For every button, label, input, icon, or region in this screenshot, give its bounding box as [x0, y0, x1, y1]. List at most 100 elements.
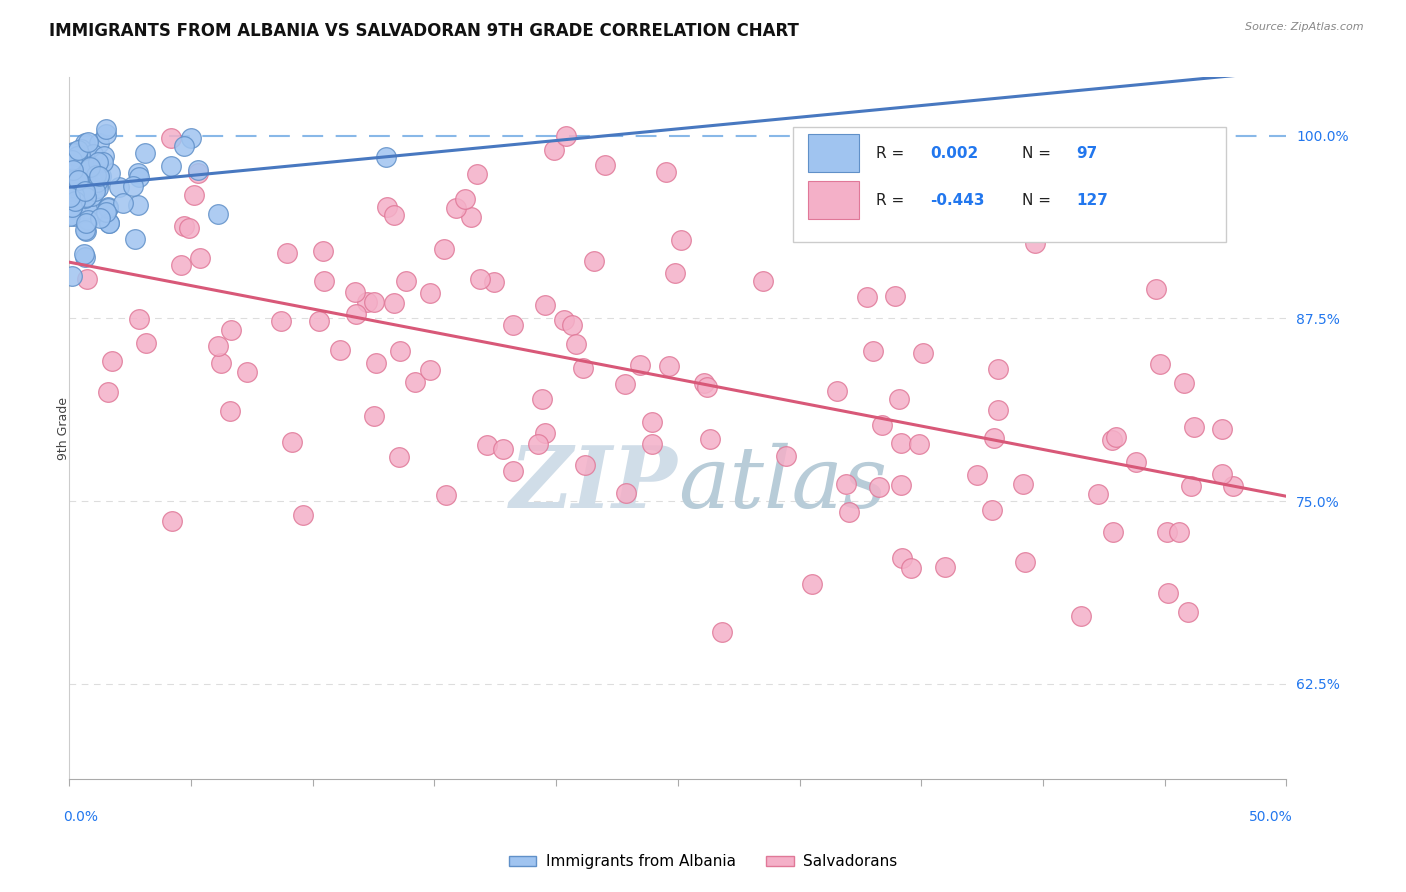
Point — [75, 251, 97, 265]
Point — [382, 295, 405, 310]
Point — [59, 190, 82, 204]
Point — [1167, 525, 1189, 540]
Point — [484, 275, 506, 289]
Point — [76, 168, 98, 182]
Text: atlas: atlas — [678, 442, 887, 525]
Point — [1222, 479, 1244, 493]
Point — [63, 173, 86, 187]
Point — [884, 289, 907, 303]
Point — [63, 193, 86, 207]
Point — [122, 178, 145, 193]
Point — [1014, 556, 1036, 570]
Point — [966, 468, 988, 483]
Point — [236, 365, 259, 379]
Point — [63, 194, 86, 209]
Point — [382, 208, 405, 222]
Point — [96, 200, 118, 214]
Point — [825, 384, 848, 398]
Text: N =: N = — [1022, 193, 1056, 208]
Point — [404, 375, 426, 389]
Point — [60, 200, 83, 214]
Point — [207, 207, 229, 221]
Point — [329, 343, 352, 358]
Point — [75, 136, 97, 150]
Point — [502, 318, 524, 332]
Point — [1156, 524, 1178, 539]
Point — [79, 160, 101, 174]
Point — [70, 143, 93, 157]
Point — [986, 362, 1008, 376]
Point — [69, 165, 91, 179]
Point — [593, 158, 616, 172]
Point — [134, 145, 156, 160]
Point — [775, 449, 797, 463]
Text: R =: R = — [876, 193, 910, 208]
Point — [475, 437, 498, 451]
Point — [124, 232, 146, 246]
Point — [911, 346, 934, 360]
Point — [582, 254, 605, 268]
Text: -0.443: -0.443 — [929, 193, 984, 208]
Point — [1024, 235, 1046, 250]
Text: 0.002: 0.002 — [929, 145, 979, 161]
Point — [364, 356, 387, 370]
Point — [84, 184, 107, 198]
Point — [70, 165, 93, 179]
Point — [395, 274, 418, 288]
Point — [1125, 455, 1147, 469]
Point — [80, 196, 103, 211]
Point — [96, 205, 118, 219]
Point — [614, 486, 637, 500]
Text: 50.0%: 50.0% — [1249, 810, 1292, 824]
Text: Source: ZipAtlas.com: Source: ZipAtlas.com — [1246, 22, 1364, 32]
Point — [434, 488, 457, 502]
Point — [1211, 422, 1233, 436]
Point — [128, 170, 150, 185]
Point — [89, 211, 111, 225]
Point — [838, 505, 860, 519]
Point — [887, 392, 910, 407]
Point — [270, 314, 292, 328]
Point — [543, 143, 565, 157]
Point — [1070, 609, 1092, 624]
Point — [388, 450, 411, 465]
Point — [97, 216, 120, 230]
Point — [69, 148, 91, 162]
Point — [70, 142, 93, 156]
Point — [855, 290, 877, 304]
Point — [60, 153, 83, 167]
Point — [66, 178, 89, 192]
Point — [86, 175, 108, 189]
Point — [655, 165, 678, 179]
Point — [62, 162, 84, 177]
Y-axis label: 9th Grade: 9th Grade — [58, 397, 70, 459]
Point — [94, 127, 117, 141]
Point — [460, 210, 482, 224]
Point — [671, 233, 693, 247]
Point — [344, 307, 367, 321]
Point — [868, 479, 890, 493]
Point — [112, 195, 135, 210]
Point — [187, 163, 209, 178]
Point — [890, 435, 912, 450]
Point — [641, 415, 664, 429]
Point — [72, 182, 94, 196]
Point — [63, 210, 86, 224]
Point — [75, 216, 97, 230]
Text: IMMIGRANTS FROM ALBANIA VS SALVADORAN 9TH GRADE CORRELATION CHART: IMMIGRANTS FROM ALBANIA VS SALVADORAN 9T… — [49, 22, 799, 40]
Point — [900, 560, 922, 574]
Point — [73, 145, 96, 159]
Legend: Immigrants from Albania, Salvadorans: Immigrants from Albania, Salvadorans — [503, 848, 903, 875]
Point — [710, 625, 733, 640]
Point — [100, 353, 122, 368]
Point — [76, 271, 98, 285]
Point — [614, 377, 637, 392]
Point — [183, 188, 205, 202]
Point — [419, 363, 441, 377]
Point — [664, 266, 686, 280]
Point — [1182, 419, 1205, 434]
Point — [561, 318, 583, 332]
Point — [890, 478, 912, 492]
Point — [363, 409, 385, 423]
Point — [98, 165, 121, 179]
